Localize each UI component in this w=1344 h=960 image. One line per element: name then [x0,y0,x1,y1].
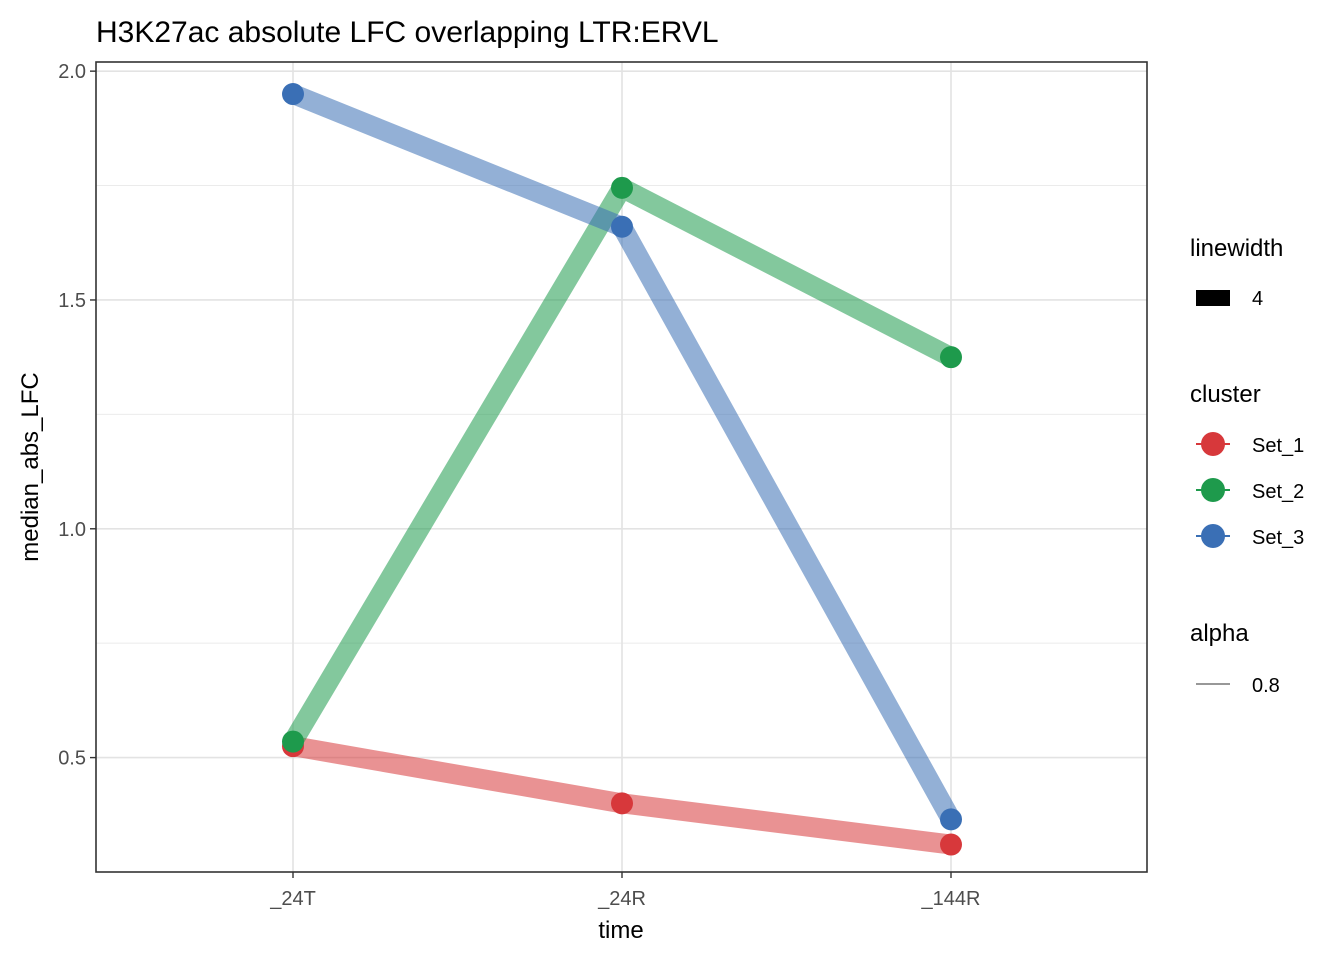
point-set-3 [940,808,962,831]
legend-cluster-point [1201,432,1225,456]
legend-cluster-label: Set_3 [1252,527,1304,549]
legend-cluster-point [1201,524,1225,548]
legend-linewidth-label: 4 [1252,288,1263,310]
point-set-2 [282,730,304,753]
legend-alpha-label: 0.8 [1252,675,1280,697]
point-set-1 [940,833,962,856]
chart-title: H3K27ac absolute LFC overlapping LTR:ERV… [96,16,719,49]
x-axis-title: time [598,917,643,944]
legend-cluster-keys: Set_1 Set_2 Set_3 [1196,432,1304,549]
legend-cluster-label: Set_1 [1252,435,1304,457]
x-tick-label: _24T [269,888,316,910]
point-set-1 [611,792,633,815]
legend-cluster-label: Set_2 [1252,481,1304,503]
point-set-3 [282,83,304,106]
x-tick-label: _144R [921,888,981,910]
point-set-2 [611,176,633,199]
plot-panel [95,61,1148,873]
legend-alpha-title: alpha [1190,620,1249,647]
legend-cluster-point [1201,478,1225,502]
x-tick-label: _24R [597,888,646,910]
y-tick-label: 0.5 [58,748,86,770]
point-set-3 [611,215,633,238]
series-points [282,83,962,856]
legend-linewidth-title: linewidth [1190,235,1283,262]
legend: linewidth 4 cluster Set_1 Set_2 Set_3 alph… [1190,235,1304,697]
y-tick-label: 1.5 [58,290,86,312]
y-axis-title: median_abs_LFC [17,372,44,561]
legend-linewidth-key [1196,290,1230,306]
point-set-2 [940,346,962,369]
y-axis: 0.5 1.0 1.5 2.0 [58,61,96,770]
y-tick-label: 2.0 [58,61,86,83]
y-tick-label: 1.0 [58,519,86,541]
legend-cluster-title: cluster [1190,381,1261,408]
x-axis: _24T _24R _144R [269,872,980,910]
